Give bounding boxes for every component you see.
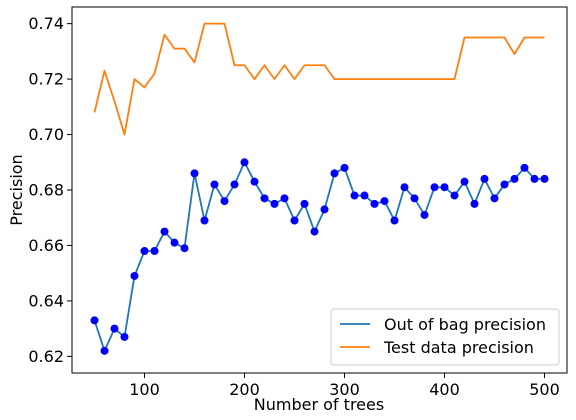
data-point [160,227,169,236]
data-point [150,247,159,255]
data-point [90,316,99,325]
y-axis-label: Precision [7,154,26,225]
data-point [430,183,439,192]
data-point [260,194,269,203]
data-point [400,183,409,192]
series-layer [90,22,549,355]
data-point [490,194,499,203]
x-tick-label: 200 [229,380,260,399]
data-point [540,174,549,183]
data-point [170,238,179,247]
data-point [100,346,109,355]
data-point [210,180,219,189]
data-point [390,216,399,225]
data-point [200,216,209,225]
data-point [370,199,379,208]
y-tick-label: 0.68 [28,181,64,200]
data-point [130,271,139,280]
data-point [340,163,349,172]
legend-box [330,308,560,366]
data-point [520,163,529,172]
data-point [470,199,479,208]
y-tick-label: 0.66 [28,236,64,255]
y-tick-label: 0.74 [28,14,64,33]
y-tick-label: 0.62 [28,347,64,366]
data-point [420,210,429,219]
series-line-0 [93,161,545,352]
y-tick-label: 0.64 [28,291,64,310]
data-point [230,180,239,189]
x-tick-label: 100 [129,380,160,399]
data-point [270,199,279,208]
data-point [410,194,419,203]
x-tick-label: 500 [529,380,560,399]
data-point [350,191,359,200]
y-tick-label: 0.70 [28,125,64,144]
data-point [320,205,329,214]
data-point [300,199,309,208]
data-point [290,216,299,225]
x-tick-label: 300 [329,380,360,399]
data-point [120,332,129,341]
data-point [510,174,519,183]
series-line-1 [93,22,545,136]
x-tick-label: 400 [429,380,460,399]
data-point [180,244,189,253]
data-point [140,247,149,255]
data-point [280,194,289,203]
data-point [110,324,119,333]
data-point [310,227,319,236]
y-tick-label: 0.72 [28,70,64,89]
legend-label-oob: Out of bag precision [384,315,546,334]
data-point [250,177,259,186]
data-point [360,191,369,200]
data-point [500,180,509,189]
axes-layer: 100 200 300 400 500 0.62 0.64 0.66 0.68 0.70 0.72 0… [28,14,559,399]
data-point [380,197,389,206]
legend-label-test: Test data precision [383,338,534,357]
data-point [450,191,459,200]
data-point [480,174,489,183]
data-point [530,174,539,183]
data-point [460,177,469,186]
legend: Out of bag precision Test data precision [330,308,560,366]
data-point [240,158,249,167]
x-axis-label: Number of trees [254,395,384,414]
data-point [220,197,229,206]
data-point [440,183,449,192]
data-point [330,169,339,178]
data-point [190,169,199,178]
